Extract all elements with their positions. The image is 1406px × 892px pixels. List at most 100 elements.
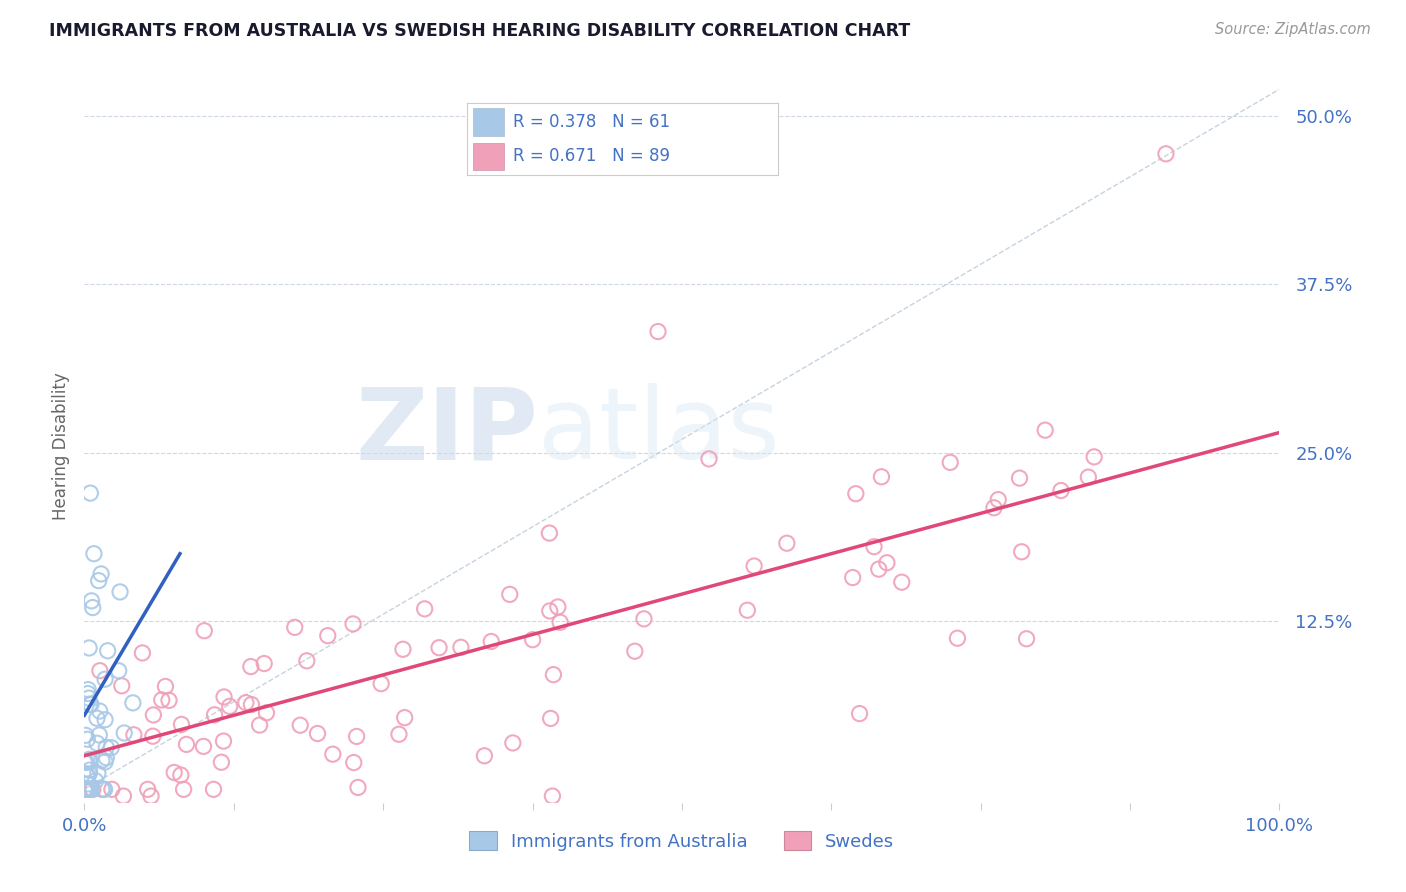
Point bbox=[80, 782, 103, 797]
Point bbox=[82, 600, 104, 615]
Point bbox=[73, 756, 96, 770]
Point bbox=[295, 654, 318, 668]
Point bbox=[204, 707, 226, 722]
Point bbox=[94, 755, 117, 769]
Point bbox=[77, 682, 100, 697]
Point bbox=[97, 644, 120, 658]
Point bbox=[90, 754, 112, 768]
Point bbox=[307, 726, 329, 740]
Point bbox=[142, 707, 165, 722]
Point bbox=[136, 782, 159, 797]
Point bbox=[73, 782, 96, 797]
Point bbox=[543, 667, 565, 681]
Point bbox=[176, 738, 198, 752]
Point bbox=[870, 469, 893, 483]
Point bbox=[79, 755, 101, 769]
Point bbox=[394, 711, 416, 725]
Point bbox=[290, 718, 312, 732]
Point bbox=[75, 782, 97, 797]
Point bbox=[388, 727, 411, 741]
Point bbox=[202, 782, 225, 797]
Point bbox=[1050, 483, 1073, 498]
Point bbox=[742, 559, 765, 574]
Point bbox=[101, 782, 124, 797]
Point bbox=[845, 486, 868, 500]
Point bbox=[479, 634, 502, 648]
Point bbox=[79, 752, 101, 766]
Point bbox=[848, 706, 870, 721]
Point bbox=[547, 599, 569, 614]
Point bbox=[96, 750, 118, 764]
Text: IMMIGRANTS FROM AUSTRALIA VS SWEDISH HEARING DISABILITY CORRELATION CHART: IMMIGRANTS FROM AUSTRALIA VS SWEDISH HEA… bbox=[49, 22, 911, 40]
Point bbox=[75, 782, 97, 797]
Point bbox=[502, 736, 524, 750]
Point bbox=[77, 782, 100, 797]
Point bbox=[647, 325, 669, 339]
Point bbox=[240, 698, 263, 712]
Point bbox=[83, 547, 105, 561]
Point bbox=[82, 782, 104, 797]
Point bbox=[633, 612, 655, 626]
Point bbox=[150, 693, 173, 707]
Point bbox=[75, 782, 97, 797]
Y-axis label: Hearing Disability: Hearing Disability bbox=[52, 372, 70, 520]
Point bbox=[73, 782, 96, 797]
Point bbox=[522, 632, 544, 647]
Point bbox=[209, 756, 232, 770]
Legend: Immigrants from Australia, Swedes: Immigrants from Australia, Swedes bbox=[463, 824, 901, 858]
Point bbox=[75, 782, 97, 797]
Point bbox=[79, 763, 101, 777]
Point bbox=[939, 455, 962, 469]
Point bbox=[155, 680, 177, 694]
Point bbox=[75, 782, 97, 797]
Point bbox=[108, 585, 131, 599]
Point bbox=[427, 640, 450, 655]
Point bbox=[540, 711, 562, 725]
Point bbox=[77, 640, 100, 655]
Point bbox=[142, 729, 165, 743]
Point bbox=[776, 536, 799, 550]
Point bbox=[946, 631, 969, 645]
Point bbox=[84, 773, 107, 788]
Point bbox=[76, 769, 98, 783]
Point bbox=[1008, 471, 1031, 485]
Point bbox=[94, 672, 117, 686]
Point bbox=[87, 766, 110, 780]
Point bbox=[890, 575, 912, 590]
Point bbox=[76, 782, 98, 797]
Point bbox=[93, 782, 115, 797]
Point bbox=[1011, 545, 1033, 559]
Point bbox=[75, 782, 97, 797]
Point bbox=[79, 782, 101, 797]
Point bbox=[392, 642, 415, 657]
Text: Source: ZipAtlas.com: Source: ZipAtlas.com bbox=[1215, 22, 1371, 37]
Point bbox=[316, 629, 339, 643]
Point bbox=[89, 728, 111, 742]
Point bbox=[253, 657, 276, 671]
Point bbox=[111, 679, 134, 693]
Point bbox=[697, 451, 720, 466]
Point bbox=[77, 691, 100, 706]
Point bbox=[322, 747, 344, 761]
Point bbox=[193, 739, 215, 754]
Point bbox=[87, 574, 110, 588]
Point bbox=[342, 616, 364, 631]
Point bbox=[90, 566, 112, 581]
Point bbox=[75, 755, 97, 769]
Point bbox=[122, 696, 145, 710]
Point bbox=[93, 782, 115, 797]
Point bbox=[173, 782, 195, 797]
Point bbox=[548, 615, 571, 630]
Point bbox=[77, 777, 100, 791]
Point bbox=[75, 728, 97, 742]
Point bbox=[1154, 146, 1177, 161]
Point bbox=[474, 748, 496, 763]
Point bbox=[139, 789, 162, 803]
Point bbox=[212, 734, 235, 748]
Point bbox=[863, 540, 886, 554]
Text: ZIP: ZIP bbox=[356, 384, 538, 480]
Point bbox=[86, 711, 108, 725]
Point bbox=[256, 706, 278, 720]
Point bbox=[96, 740, 118, 755]
Point bbox=[876, 556, 898, 570]
